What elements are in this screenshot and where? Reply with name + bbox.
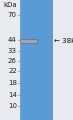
Bar xyxy=(20,0,53,120)
Text: 26: 26 xyxy=(8,58,17,64)
Text: kDa: kDa xyxy=(3,2,17,8)
Text: 18: 18 xyxy=(8,80,17,86)
Text: 10: 10 xyxy=(8,103,17,109)
Bar xyxy=(21,40,37,43)
Text: 33: 33 xyxy=(8,48,17,54)
Text: 70: 70 xyxy=(8,12,17,18)
Text: 44: 44 xyxy=(8,37,17,43)
Bar xyxy=(20,39,38,44)
Text: 22: 22 xyxy=(8,68,17,74)
Text: 14: 14 xyxy=(8,92,17,98)
Text: ← 38kDa: ← 38kDa xyxy=(54,38,73,44)
